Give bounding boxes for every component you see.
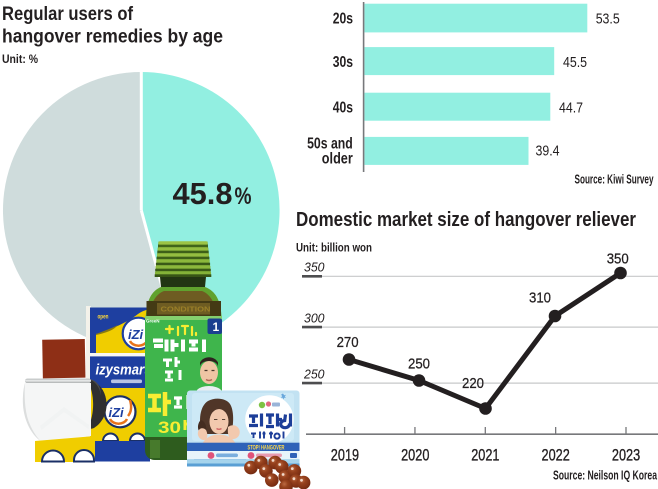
svg-text:270: 270 — [337, 335, 359, 351]
svg-text:Source: Kiwi Survey: Source: Kiwi Survey — [575, 173, 654, 187]
svg-text:20s: 20s — [333, 11, 353, 28]
svg-text:Unit: %: Unit: % — [2, 52, 38, 66]
svg-text:45.5: 45.5 — [563, 54, 587, 71]
svg-text:310: 310 — [529, 291, 551, 307]
svg-text:izysmart: izysmart — [96, 363, 150, 379]
svg-text:Domestic market size of hangov: Domestic market size of hangover relieve… — [296, 208, 636, 231]
svg-text:older: older — [322, 150, 353, 167]
svg-text:%: % — [235, 183, 252, 210]
svg-text:GreeN: GreeN — [146, 319, 160, 324]
svg-text:iZi: iZi — [128, 327, 144, 342]
svg-text:300: 300 — [304, 311, 325, 325]
svg-text:39.4: 39.4 — [536, 143, 560, 160]
svg-text:open: open — [98, 315, 109, 321]
svg-text:iZi: iZi — [109, 405, 125, 420]
svg-text:30: 30 — [158, 418, 181, 437]
svg-text:44.7: 44.7 — [559, 100, 583, 117]
svg-text:250: 250 — [303, 367, 325, 381]
svg-text:45.8: 45.8 — [173, 177, 233, 211]
svg-text:Regular users of: Regular users of — [2, 3, 133, 25]
svg-text:Source: Neilson IQ Korea: Source: Neilson IQ Korea — [553, 469, 658, 483]
svg-text:2023: 2023 — [612, 445, 640, 464]
svg-text:350: 350 — [607, 252, 629, 268]
svg-text:CONDITION: CONDITION — [161, 305, 211, 314]
svg-text:2019: 2019 — [331, 445, 359, 464]
svg-text:hangover remedies by age: hangover remedies by age — [2, 25, 223, 47]
svg-text:40s: 40s — [333, 100, 353, 117]
svg-text:50s and: 50s and — [307, 136, 353, 153]
svg-text:2022: 2022 — [542, 445, 570, 464]
svg-text:1: 1 — [213, 320, 220, 334]
svg-text:220: 220 — [462, 376, 484, 392]
svg-text:2020: 2020 — [401, 445, 429, 464]
svg-text:53.5: 53.5 — [596, 11, 620, 28]
svg-text:250: 250 — [408, 357, 430, 373]
svg-text:350: 350 — [304, 261, 325, 275]
svg-text:30s: 30s — [333, 54, 353, 71]
svg-text:STOP! HANGOVER: STOP! HANGOVER — [248, 446, 285, 452]
svg-text:2021: 2021 — [471, 445, 499, 464]
svg-text:Unit: billion won: Unit: billion won — [296, 241, 372, 255]
